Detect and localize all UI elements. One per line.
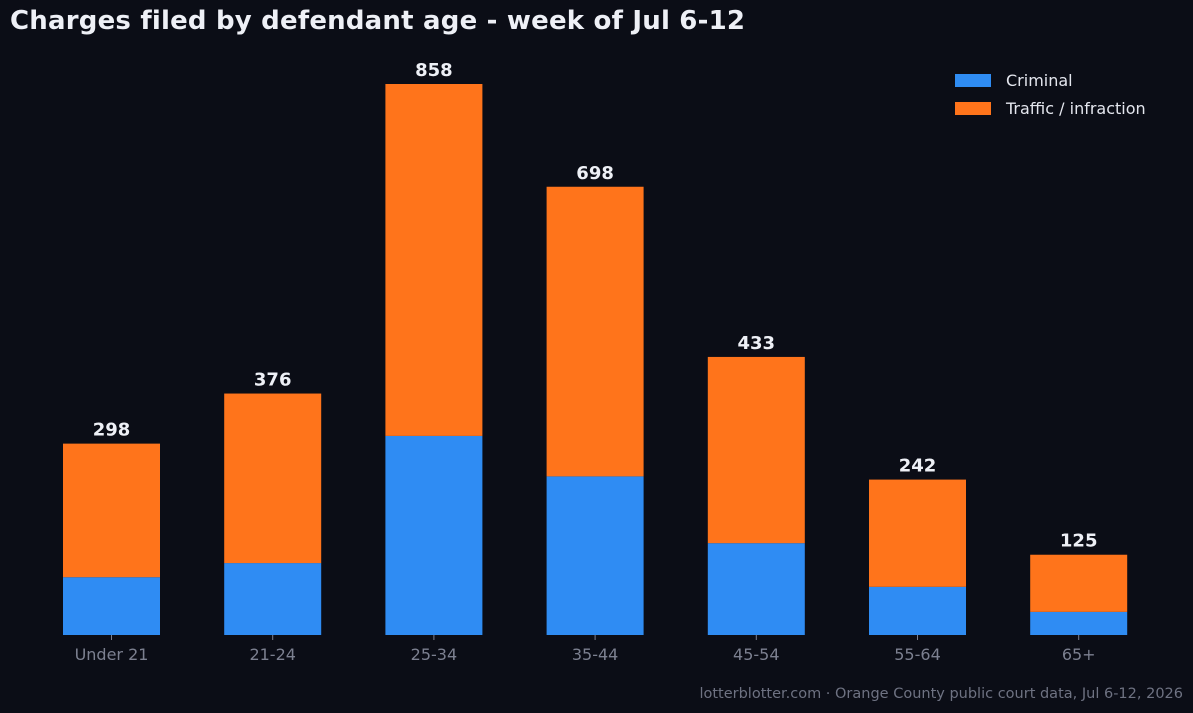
- bar-traffic-infraction-under-21: [63, 443, 160, 578]
- bar-criminal-45-54: [707, 543, 805, 635]
- bar-criminal-65: [1030, 611, 1128, 635]
- bar-traffic-infraction-45-54: [707, 356, 805, 544]
- bar-criminal-under-21: [63, 577, 160, 635]
- x-tick-label-55-64: 55-64: [894, 645, 941, 664]
- legend-swatch-traffic-infraction: [955, 102, 991, 115]
- legend-label-criminal: Criminal: [1006, 71, 1073, 90]
- x-tick-label-35-44: 35-44: [572, 645, 619, 664]
- legend-swatch-criminal: [955, 74, 991, 87]
- x-tick-label-under-21: Under 21: [75, 645, 149, 664]
- total-label-25-34: 858: [415, 60, 453, 81]
- bar-traffic-infraction-25-34: [385, 84, 483, 436]
- bar-traffic-infraction-55-64: [869, 479, 966, 587]
- bar-criminal-35-44: [546, 476, 644, 635]
- source-note: lotterblotter.com · Orange County public…: [699, 686, 1183, 702]
- bar-traffic-infraction-65: [1030, 554, 1128, 612]
- chart-title: Charges filed by defendant age - week of…: [10, 6, 746, 36]
- total-label-55-64: 242: [899, 456, 937, 477]
- x-tick-label-21-24: 21-24: [249, 645, 296, 664]
- total-label-21-24: 376: [254, 370, 292, 391]
- bar-traffic-infraction-35-44: [546, 186, 644, 477]
- x-tick-label-65: 65+: [1062, 645, 1096, 664]
- total-label-45-54: 433: [738, 333, 776, 354]
- x-tick-label-45-54: 45-54: [733, 645, 780, 664]
- total-label-under-21: 298: [93, 420, 131, 441]
- bar-criminal-21-24: [224, 563, 322, 635]
- x-axis: Under 21 21-24 25-34 35-44 45-54 55-64 65+: [75, 635, 1096, 664]
- data-labels-group: 298 376 858 698 433 242 125: [93, 60, 1098, 552]
- bar-criminal-55-64: [869, 586, 966, 635]
- x-tick-label-25-34: 25-34: [411, 645, 458, 664]
- legend-label-traffic-infraction: Traffic / infraction: [1005, 99, 1146, 118]
- bars-group: [63, 84, 1128, 635]
- total-label-65: 125: [1060, 531, 1098, 552]
- bar-criminal-25-34: [385, 435, 483, 635]
- total-label-35-44: 698: [576, 163, 614, 184]
- legend: Criminal Traffic / infraction: [955, 71, 1146, 118]
- bar-traffic-infraction-21-24: [224, 393, 322, 564]
